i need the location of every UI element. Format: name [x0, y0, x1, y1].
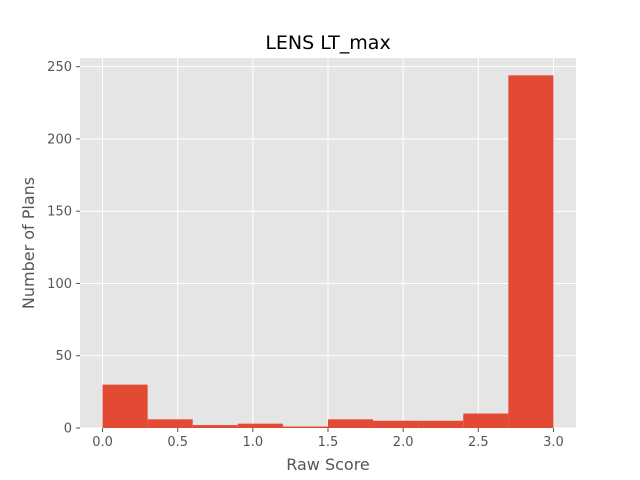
histogram-bar [102, 384, 148, 428]
histogram-bar [418, 420, 464, 428]
x-tick-label: 0.5 [167, 435, 188, 450]
x-axis-label: Raw Score [286, 455, 370, 474]
histogram-bar [373, 420, 419, 428]
x-tick-label: 2.5 [468, 435, 489, 450]
x-tick-label: 1.5 [318, 435, 339, 450]
x-axis-ticks: 0.0 0.5 1.0 1.5 2.0 2.5 3.0 [92, 428, 564, 450]
y-tick-label: 250 [47, 60, 72, 75]
x-tick-label: 3.0 [543, 435, 564, 450]
y-tick-label: 0 [64, 422, 72, 437]
chart-title: LENS LT_max [265, 32, 390, 54]
histogram-bar [147, 419, 193, 428]
y-tick-label: 50 [55, 349, 72, 364]
y-tick-label: 100 [47, 277, 72, 292]
y-tick-label: 150 [47, 205, 72, 220]
y-axis-ticks: 0 50 100 150 200 250 [47, 60, 80, 437]
x-tick-label: 0.0 [92, 435, 113, 450]
y-tick-label: 200 [47, 132, 72, 147]
histogram-bar [192, 425, 238, 428]
bars [102, 75, 554, 428]
x-tick-label: 1.0 [243, 435, 264, 450]
histogram-bar [508, 75, 554, 428]
histogram-bar [282, 426, 328, 428]
histogram-bar [463, 413, 509, 428]
x-tick-label: 2.0 [393, 435, 414, 450]
y-axis-label: Number of Plans [19, 177, 38, 309]
histogram-bar [328, 419, 374, 428]
histogram-bar [237, 423, 283, 428]
